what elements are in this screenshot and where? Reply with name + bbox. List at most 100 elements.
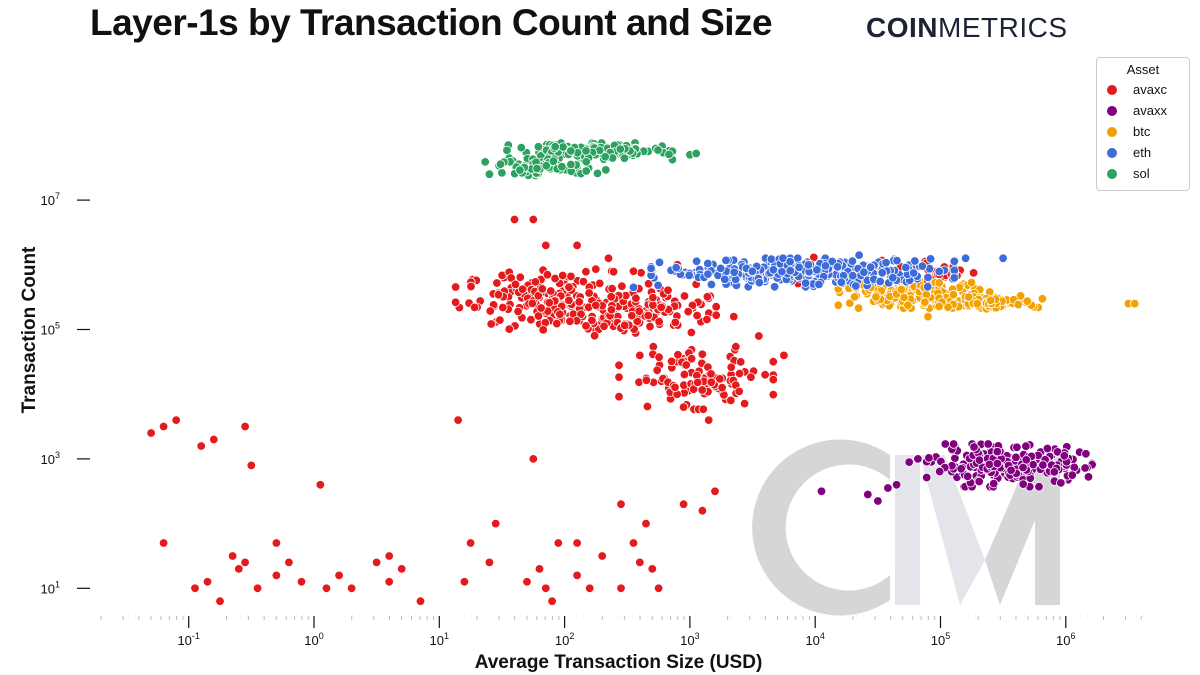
point-btc — [966, 277, 977, 288]
point-avaxc — [321, 583, 332, 594]
point-avaxc — [564, 295, 574, 306]
point-avaxc — [296, 577, 307, 587]
point-avaxc — [606, 292, 616, 302]
point-avaxc — [734, 386, 744, 397]
point-avaxc — [711, 302, 721, 312]
point-eth — [854, 250, 864, 260]
point-avaxc — [597, 551, 607, 561]
point-avaxc — [599, 321, 609, 332]
point-eth — [812, 265, 822, 275]
point-avaxc — [693, 377, 703, 388]
brand-logo-light: METRICS — [938, 12, 1068, 43]
point-avaxx — [984, 459, 995, 470]
point-avaxc — [595, 278, 605, 289]
point-avaxc — [146, 428, 156, 438]
x-tick-label: 100 — [304, 631, 323, 648]
y-tick-label: 101 — [41, 579, 60, 596]
y-axis: 101 103 105 107 — [41, 191, 90, 596]
point-avaxc — [673, 350, 683, 360]
point-btc — [948, 289, 959, 300]
x-axis: 10-1 100 101 102 103 104 105 106 — [100, 616, 1142, 648]
watermark-m-left — [895, 455, 920, 605]
point-sol — [550, 141, 560, 152]
point-avaxc — [726, 395, 736, 406]
point-avaxc — [510, 279, 521, 290]
point-avaxc — [656, 302, 666, 313]
point-avaxc — [768, 374, 779, 385]
y-axis-label: Transaction Count — [19, 246, 40, 414]
point-sol — [581, 157, 591, 167]
point-avaxc — [654, 317, 664, 327]
point-eth — [703, 269, 713, 279]
point-btc — [920, 297, 930, 307]
point-btc — [972, 299, 983, 309]
point-avaxc — [397, 564, 407, 574]
point-avaxc — [643, 279, 654, 289]
legend: Asset avaxc avaxx btc eth sol — [1096, 57, 1190, 191]
point-eth — [794, 262, 804, 273]
point-avaxc — [697, 349, 708, 360]
point-avaxc — [536, 303, 546, 313]
point-avaxc — [670, 317, 681, 328]
point-avaxc — [581, 267, 591, 277]
point-avaxc — [542, 270, 553, 280]
point-avaxc — [670, 382, 680, 393]
point-eth — [908, 268, 919, 278]
point-sol — [480, 157, 490, 167]
point-avaxc — [485, 306, 496, 316]
point-avaxc — [491, 518, 501, 529]
point-eth — [800, 278, 811, 288]
point-sol — [548, 156, 559, 166]
point-avaxc — [706, 377, 717, 388]
point-avaxc — [692, 310, 702, 321]
point-avaxc — [631, 293, 641, 304]
point-avaxc — [711, 310, 721, 320]
point-avaxc — [513, 306, 523, 317]
point-avaxx — [913, 454, 923, 464]
legend-item-avaxx: avaxx — [1097, 100, 1189, 121]
point-avaxc — [517, 284, 528, 295]
point-avaxc — [565, 316, 575, 327]
point-avaxc — [620, 320, 630, 331]
point-eth — [960, 253, 971, 263]
point-sol — [484, 169, 495, 179]
point-avaxc — [196, 441, 206, 451]
point-sol — [653, 145, 663, 155]
legend-label: avaxx — [1133, 103, 1167, 118]
point-avaxc — [522, 577, 532, 587]
point-sol — [497, 168, 507, 178]
point-btc — [1022, 296, 1033, 306]
point-eth — [949, 273, 960, 283]
point-eth — [888, 273, 898, 283]
point-avaxx — [956, 464, 966, 474]
legend-label: eth — [1133, 145, 1152, 160]
point-avaxc — [717, 383, 727, 393]
point-avaxc — [553, 538, 564, 548]
point-avaxc — [459, 577, 470, 587]
point-avaxx — [873, 496, 883, 506]
point-btc — [903, 300, 913, 311]
point-sol — [592, 168, 603, 179]
point-avaxx — [974, 476, 984, 487]
point-eth — [923, 272, 933, 283]
point-avaxc — [515, 272, 526, 283]
point-avaxc — [736, 357, 746, 367]
point-avaxc — [584, 288, 594, 298]
point-avaxc — [190, 583, 200, 594]
point-avaxc — [564, 282, 574, 292]
point-avaxx — [963, 471, 973, 482]
legend-marker — [1107, 105, 1117, 116]
point-avaxc — [647, 564, 658, 574]
point-avaxc — [271, 538, 282, 548]
point-avaxc — [346, 583, 357, 594]
point-avaxc — [541, 583, 551, 594]
point-sol — [615, 144, 626, 154]
point-sol — [495, 159, 506, 169]
point-sol — [558, 142, 568, 152]
point-avaxx — [989, 478, 999, 489]
point-avaxc — [572, 570, 582, 581]
point-avaxc — [530, 277, 541, 287]
point-avaxc — [415, 596, 426, 606]
point-eth — [934, 266, 944, 277]
point-avaxc — [528, 454, 539, 464]
